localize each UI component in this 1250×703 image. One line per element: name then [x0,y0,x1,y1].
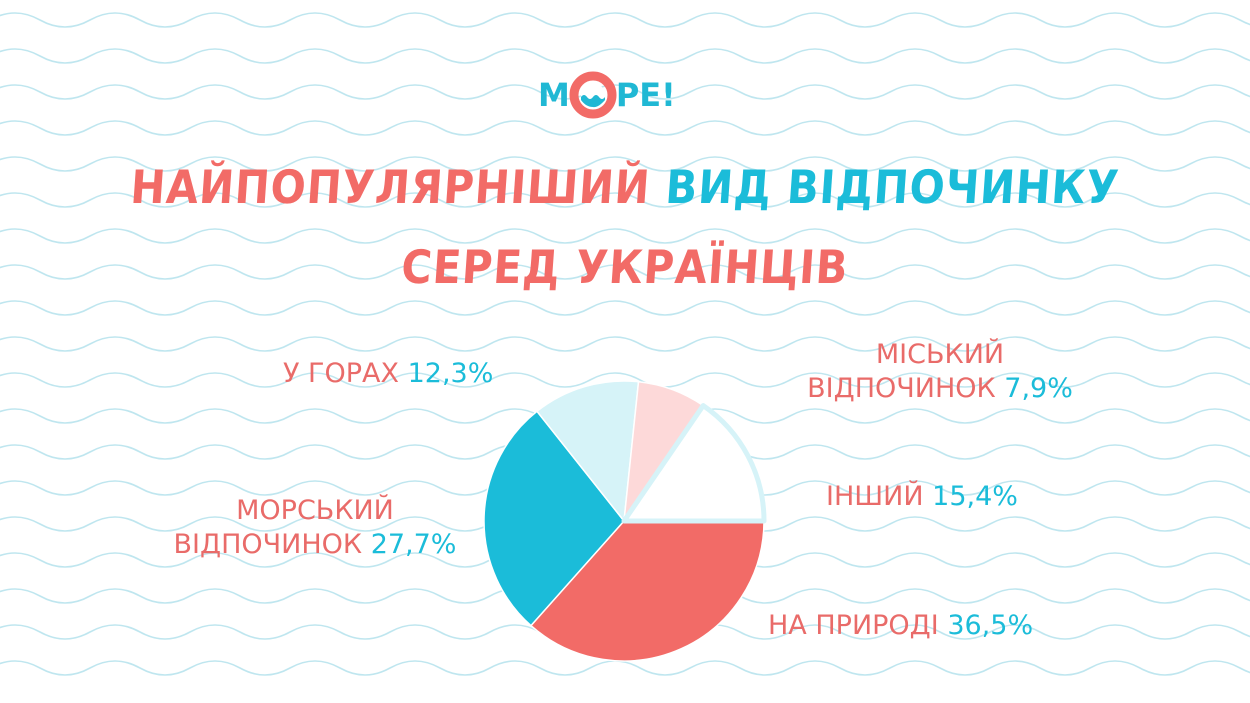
label-other-pct: 15,4% [932,481,1018,512]
pie-slice-2 [535,380,640,523]
label-sea: МОРСЬКИЙ ВІДПОЧИНОК 27,7% [150,494,480,562]
pie-slice-4 [621,403,767,524]
wave-line [0,120,1250,136]
wave-line [0,264,1250,280]
title-part-1: НАЙПОПУЛЯРНІШИЙ [128,160,653,214]
wave-line [0,156,1250,172]
wave-line [0,48,1250,64]
pie-chart [483,380,767,662]
label-other-name: ІНШИЙ [826,481,924,512]
label-nature-pct: 36,5% [947,610,1034,641]
wave-line [0,336,1250,352]
wave-line [0,228,1250,244]
wave-line [0,192,1250,208]
wave-line [0,300,1250,316]
title-line-2: СЕРЕД УКРАЇНЦІВ [399,240,851,294]
label-nature: НА ПРИРОДІ 36,5% [768,609,1033,643]
label-mountains-name: У ГОРАХ [283,358,400,389]
label-sea-pct: 27,7% [370,529,457,560]
wave-line [0,12,1250,28]
pie-slice-1 [483,410,625,627]
title-line-1: НАЙПОПУЛЯРНІШИЙ ВИД ВІДПОЧИНКУ [0,160,1250,214]
label-mountains-pct: 12,3% [407,358,494,389]
label-sea-line1: МОРСЬКИЙ [236,495,394,526]
lifebuoy-icon [569,71,617,119]
logo-text-pe: PE! [615,76,676,114]
label-other: ІНШИЙ 15,4% [826,480,1018,514]
logo: M PE! [538,66,676,124]
wave-line [0,660,1250,676]
label-nature-name: НА ПРИРОДІ [768,610,939,641]
pie-slice-0 [529,520,765,662]
logo-text-m: M [538,76,570,114]
label-city-line1: МІСЬКИЙ [875,339,1005,370]
label-city: МІСЬКИЙ ВІДПОЧИНОК 7,9% [780,338,1100,406]
label-mountains: У ГОРАХ 12,3% [283,357,493,391]
title-part-2: ВИД ВІДПОЧИНКУ [663,160,1122,214]
label-sea-line2: ВІДПОЧИНОК [173,529,363,560]
label-city-pct: 7,9% [1004,373,1073,404]
wave-line [0,84,1250,100]
label-city-line2: ВІДПОЧИНОК [807,373,996,404]
